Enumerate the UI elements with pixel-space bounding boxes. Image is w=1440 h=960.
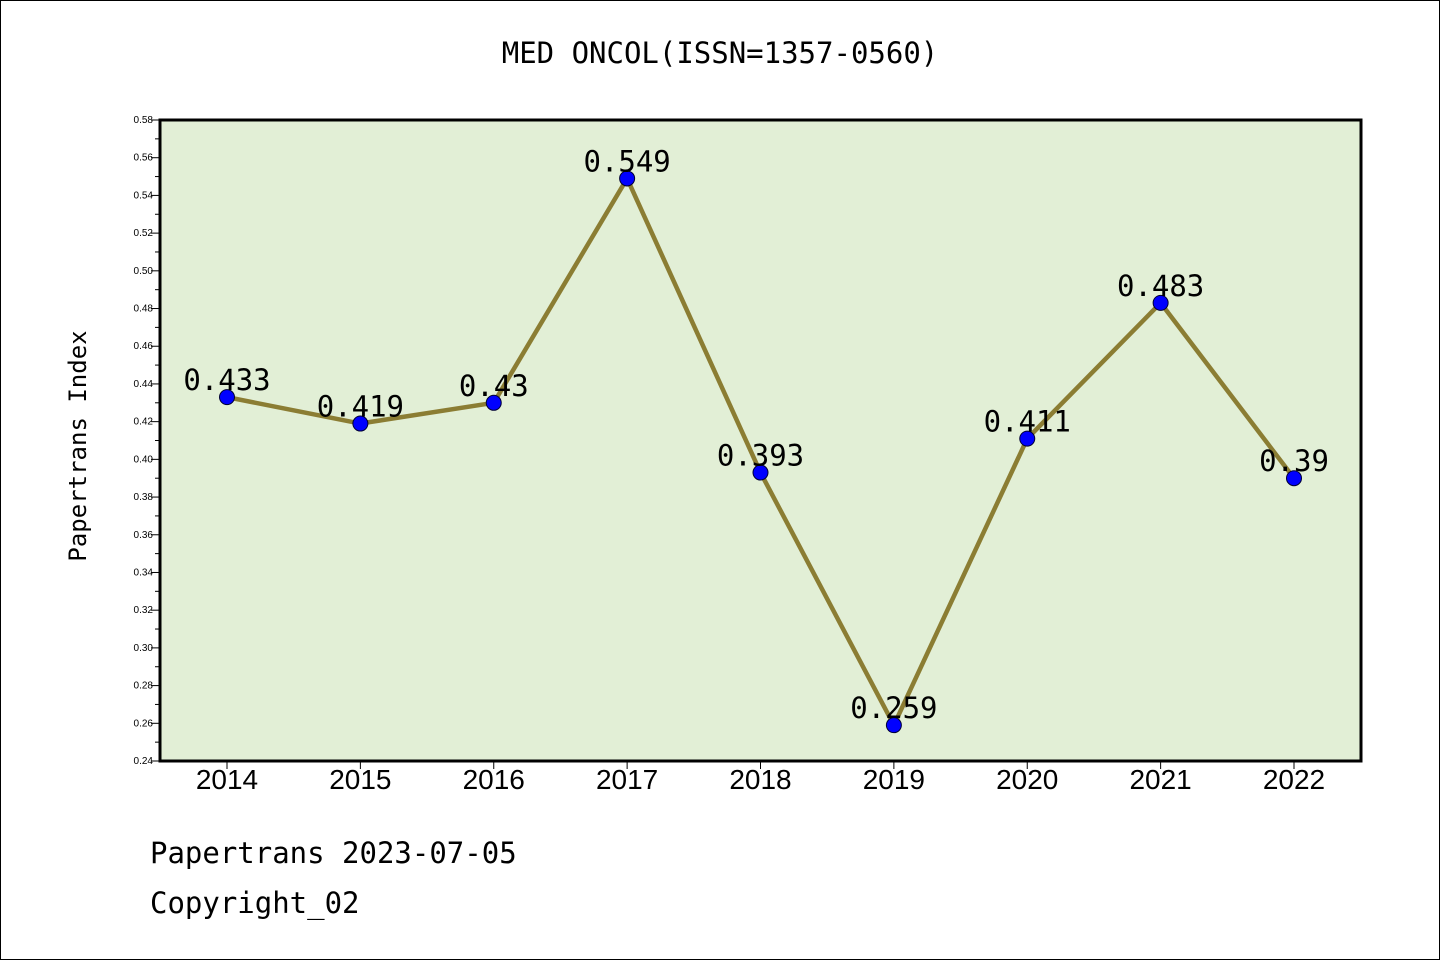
- data-point: [1286, 470, 1302, 487]
- chart-title: MED ONCOL(ISSN=1357-0560): [501, 36, 939, 70]
- data-point: [1152, 294, 1169, 311]
- y-tick-label: 0.30: [134, 643, 154, 654]
- data-point: [752, 464, 769, 481]
- data-point: [219, 389, 235, 406]
- data-point: [885, 717, 902, 734]
- y-tick-label: 0.34: [134, 567, 154, 578]
- data-label: 0.43: [459, 369, 529, 403]
- y-tick-label: 0.56: [134, 153, 154, 164]
- markers-group: [219, 170, 1302, 734]
- data-labels-group: 0.433 0.419 0.43 0.549 0.393 0.259 0.411 0.483 0…: [183, 144, 1329, 725]
- data-label: 0.39: [1259, 444, 1329, 478]
- data-label: 0.393: [717, 439, 804, 473]
- x-tick-label: 2019: [863, 764, 925, 795]
- y-axis-label: Papertrans Index: [64, 330, 92, 561]
- y-tick-label: 0.46: [134, 341, 154, 352]
- y-tick-label: 0.26: [134, 718, 154, 729]
- y-tick-label: 0.32: [134, 605, 154, 616]
- data-label: 0.483: [1117, 269, 1204, 303]
- y-tick-label: 0.36: [134, 530, 154, 541]
- x-tick-label: 2014: [196, 764, 258, 795]
- x-tick-label: 2022: [1263, 764, 1325, 795]
- data-point: [352, 415, 369, 432]
- x-tick-label: 2017: [596, 764, 658, 795]
- y-tick-label: 0.52: [134, 228, 154, 239]
- y-tick-label: 0.54: [134, 190, 154, 201]
- y-tick-label: 0.40: [134, 454, 154, 465]
- footer-copyright: Copyright_02: [150, 886, 360, 920]
- x-axis: 2014 2015 2016 2017 2018 2019 2020 2021 2022: [196, 761, 1325, 795]
- data-point: [1019, 430, 1036, 447]
- x-tick-label: 2018: [729, 764, 791, 795]
- y-tick-label: 0.58: [134, 115, 154, 126]
- plot-border: [158, 118, 1363, 763]
- y-tick-label: 0.24: [134, 756, 154, 767]
- y-tick-label: 0.50: [134, 266, 154, 277]
- x-tick-label: 2016: [463, 764, 525, 795]
- y-tick-label: 0.48: [134, 304, 154, 315]
- data-label: 0.549: [583, 144, 670, 178]
- x-tick-label: 2020: [996, 764, 1058, 795]
- data-label: 0.419: [317, 390, 404, 424]
- y-tick-label: 0.44: [134, 379, 154, 390]
- data-label: 0.433: [183, 363, 270, 397]
- x-tick-label: 2015: [329, 764, 391, 795]
- y-tick-label: 0.38: [134, 492, 154, 503]
- plot-area: [160, 120, 1361, 761]
- data-point: [485, 394, 502, 411]
- data-label: 0.411: [984, 405, 1071, 439]
- y-axis: 0.24 0.26 0.28 0.30 0.32 0.34 0.36 0.38 0.40 0.42…: [134, 115, 160, 767]
- footer-date: Papertrans 2023-07-05: [150, 836, 517, 870]
- data-label: 0.259: [850, 691, 937, 725]
- data-point: [619, 170, 636, 187]
- x-tick-label: 2021: [1129, 764, 1191, 795]
- y-tick-label: 0.42: [134, 417, 154, 428]
- y-tick-label: 0.28: [134, 681, 154, 692]
